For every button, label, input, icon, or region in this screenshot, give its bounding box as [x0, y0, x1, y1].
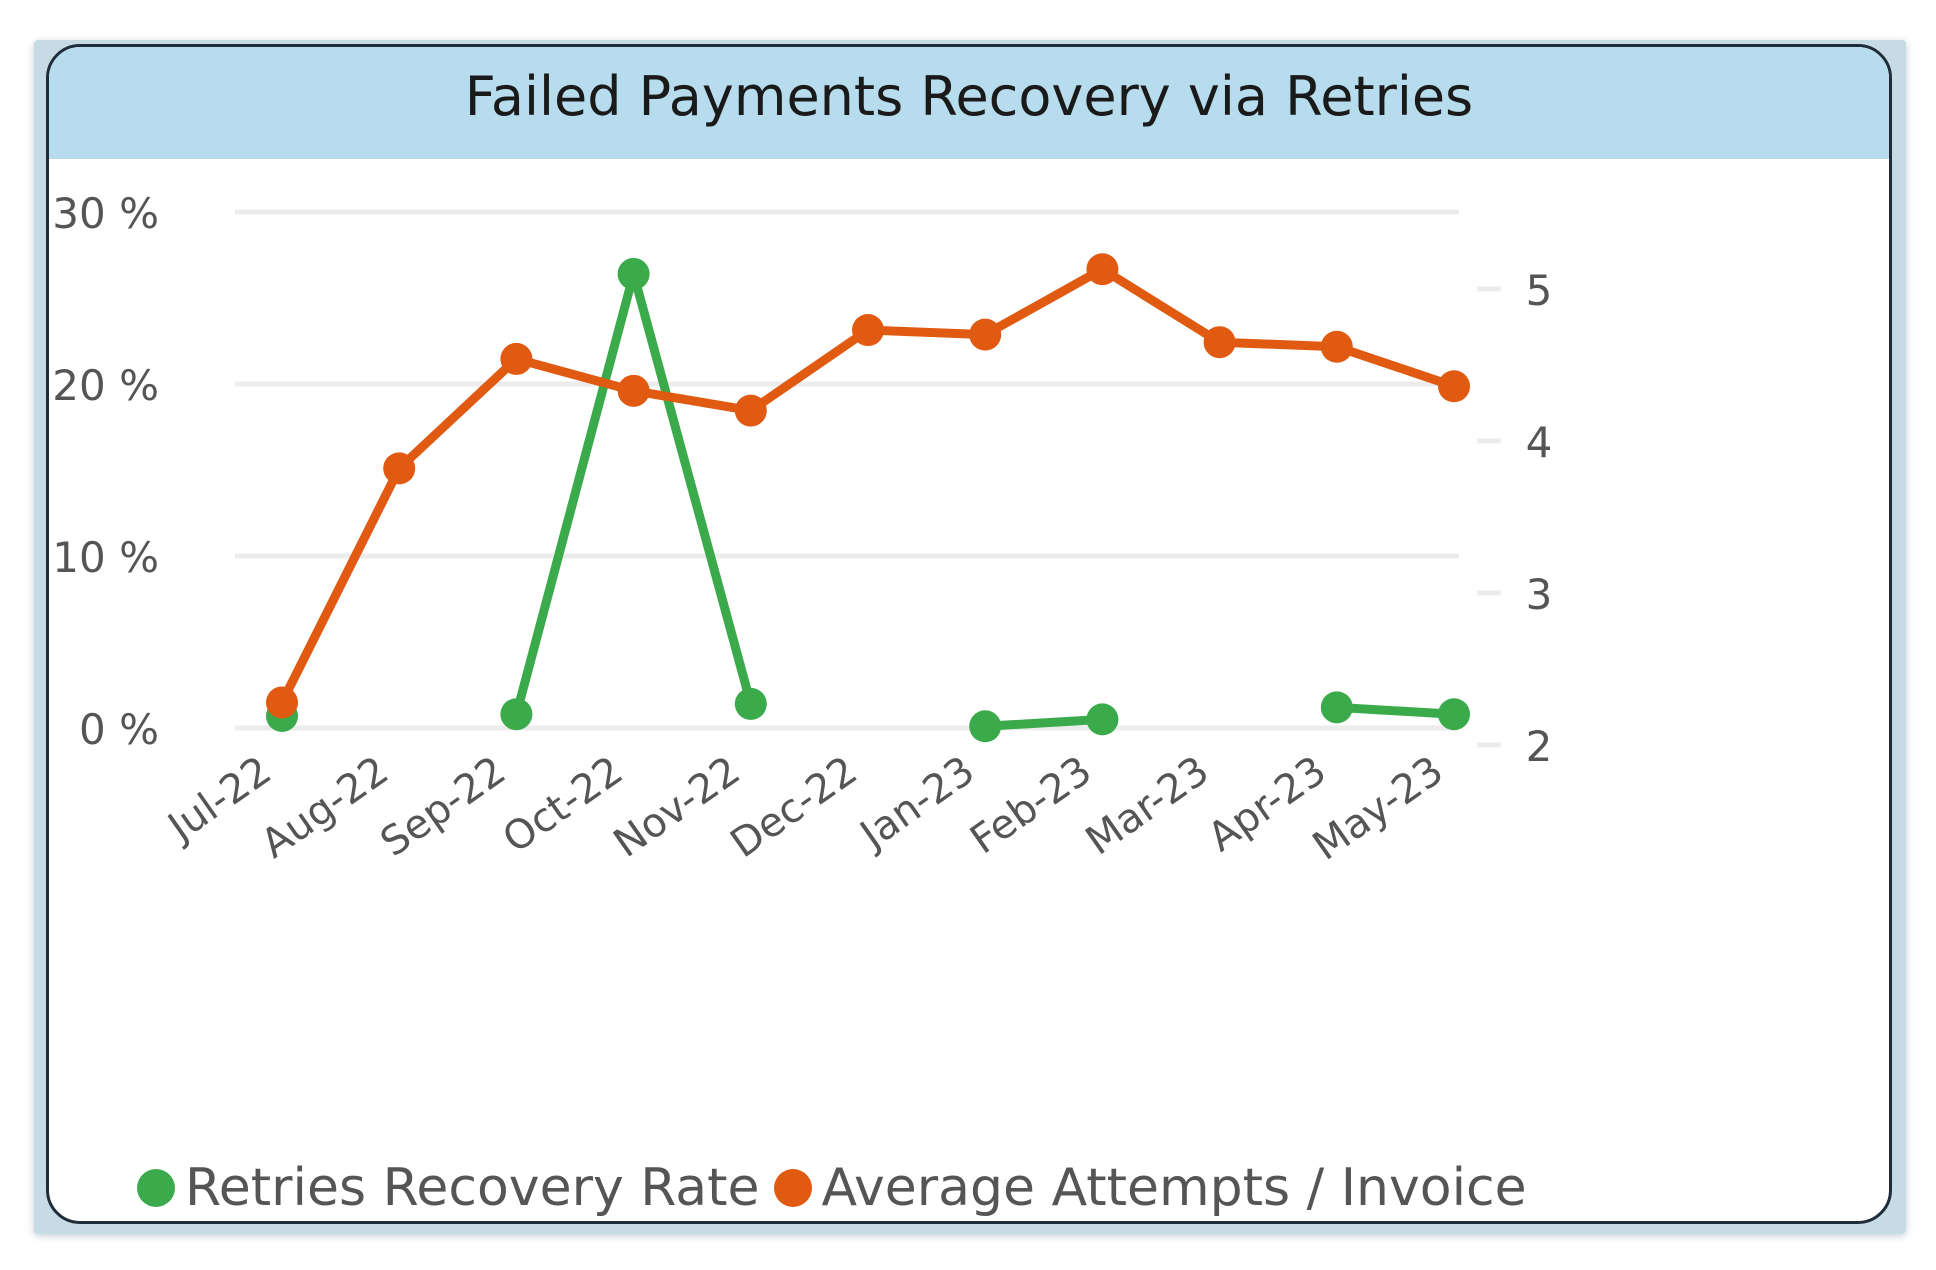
data-point-avg-attempts [1086, 253, 1119, 286]
data-point-avg-attempts [852, 314, 884, 347]
y-right-tick-label: 2 [1526, 722, 1553, 771]
data-point-recovery-rate [969, 710, 1002, 743]
data-point-avg-attempts [500, 342, 533, 375]
series-line-recovery-rate [980, 714, 1107, 731]
y-right-tick-label: 5 [1526, 266, 1553, 315]
x-tick-label: May-23 [1305, 748, 1452, 870]
legend-label-recovery-rate: Retries Recovery Rate [185, 1158, 760, 1218]
data-point-recovery-rate [500, 698, 533, 731]
y-left-tick-label: 30 % [52, 189, 159, 238]
y-right-tick-label: 3 [1526, 570, 1553, 619]
chart-legend: Retries Recovery Rate Average Attempts /… [137, 1153, 1541, 1221]
y-left-tick-label: 10 % [52, 533, 159, 582]
chart-card: Failed Payments Recovery via Retries 0 %… [46, 44, 1892, 1224]
data-point-recovery-rate [1086, 703, 1119, 736]
data-point-avg-attempts [734, 394, 767, 427]
x-tick-label: Dec-22 [722, 748, 865, 868]
x-tick-label: Feb-23 [962, 748, 1100, 864]
data-point-avg-attempts [383, 452, 416, 485]
y-left-tick-label: 0 % [79, 705, 159, 754]
data-point-avg-attempts [1203, 326, 1236, 359]
x-tick-label: Mar-23 [1078, 748, 1218, 865]
data-point-recovery-rate [734, 687, 767, 720]
data-point-avg-attempts [617, 374, 650, 407]
x-tick-label: Nov-22 [606, 748, 749, 867]
data-point-avg-attempts [969, 318, 1002, 351]
data-point-avg-attempts [1320, 330, 1353, 363]
data-point-recovery-rate [617, 257, 650, 290]
y-left-tick-label: 20 % [52, 361, 159, 410]
legend-label-avg-attempts: Average Attempts / Invoice [821, 1158, 1527, 1218]
series-line-recovery-rate [511, 269, 756, 719]
line-chart: 0 %10 %20 %30 %2345Jul-22Aug-22Sep-22Oct… [52, 189, 1553, 870]
data-point-recovery-rate [1438, 698, 1470, 731]
series-line-recovery-rate [1332, 702, 1459, 719]
data-point-recovery-rate [1320, 691, 1353, 724]
legend-item-recovery-rate[interactable]: Retries Recovery Rate [137, 1158, 760, 1218]
x-tick-label: Jan-23 [850, 748, 983, 860]
x-tick-label: Sep-22 [372, 748, 514, 866]
card-header [49, 47, 1889, 159]
chart-title: Failed Payments Recovery via Retries [464, 65, 1474, 128]
data-point-avg-attempts [1438, 370, 1470, 403]
y-right-tick-label: 4 [1526, 418, 1553, 467]
x-tick-label: Aug-22 [253, 748, 397, 868]
legend-dot-avg-attempts [773, 1169, 812, 1207]
legend-item-avg-attempts[interactable]: Average Attempts / Invoice [773, 1158, 1527, 1218]
x-tick-label: Oct-22 [495, 748, 632, 863]
data-point-avg-attempts [266, 686, 298, 719]
legend-dot-recovery-rate [137, 1169, 175, 1207]
